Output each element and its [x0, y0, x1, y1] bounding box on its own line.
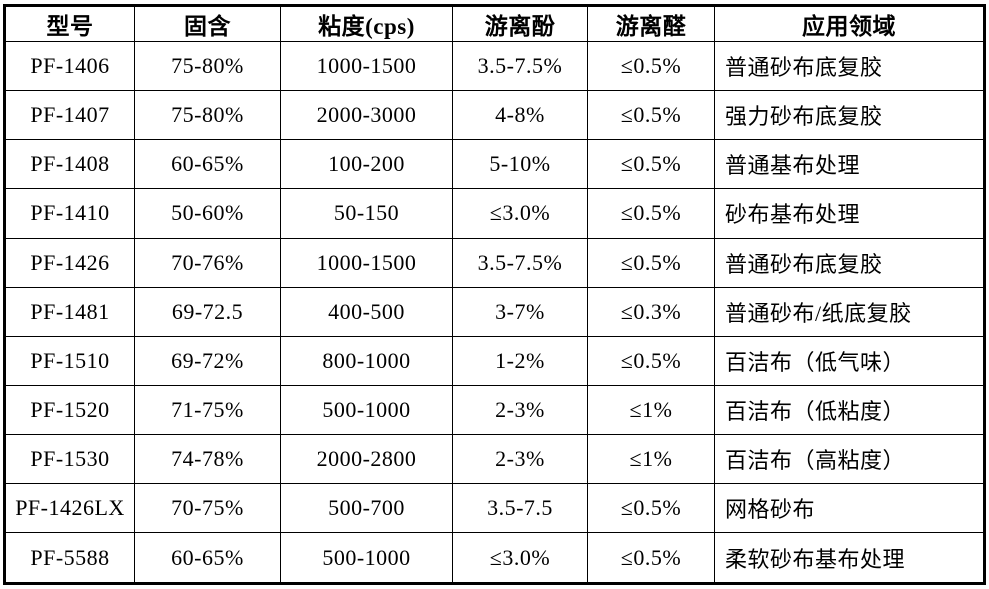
model-cell: PF-1406 — [4, 40, 135, 92]
table-cell: 71-75% — [134, 384, 281, 436]
model-cell: PF-1407 — [4, 90, 135, 141]
column-header-5: 应用领域 — [714, 5, 985, 42]
table-cell: 74-78% — [134, 433, 281, 485]
table-cell: 400-500 — [280, 286, 453, 337]
table-cell: 100-200 — [280, 139, 453, 190]
table-cell: 75-80% — [134, 90, 281, 141]
table-cell: ≤0.3% — [587, 286, 715, 337]
table-cell: 70-76% — [134, 237, 281, 288]
table-cell: ≤1% — [587, 433, 715, 485]
table-cell: ≤0.5% — [587, 40, 715, 92]
model-cell: PF-1426 — [4, 237, 135, 288]
table-cell: ≤0.5% — [587, 483, 715, 534]
header-row: 型号 固含 粘度(cps) 游离酚 游离醛 应用领域 — [4, 5, 985, 42]
table-cell: 3.5-7.5% — [452, 237, 588, 288]
table-cell: 普通砂布底复胶 — [714, 40, 985, 92]
table-cell: 70-75% — [134, 483, 281, 534]
table-cell: 网格砂布 — [714, 483, 985, 534]
table-cell: 普通砂布底复胶 — [714, 237, 985, 288]
table-cell: 2-3% — [452, 433, 588, 485]
table-row: PF-1406 75-80% 1000-1500 3.5-7.5% ≤0.5% 普通砂布底… — [4, 40, 985, 92]
table-cell: ≤0.5% — [587, 335, 715, 386]
table-row: PF-1510 69-72% 800-1000 1-2% ≤0.5% 百洁布（低气味） — [4, 335, 985, 386]
model-cell: PF-1530 — [4, 433, 135, 485]
table-cell: 普通砂布/纸底复胶 — [714, 286, 985, 337]
table-cell: 5-10% — [452, 139, 588, 190]
table-cell: 1000-1500 — [280, 237, 453, 288]
model-cell: PF-1520 — [4, 384, 135, 436]
table-row: PF-1426 70-76% 1000-1500 3.5-7.5% ≤0.5% 普通砂布底… — [4, 237, 985, 288]
table-row: PF-1408 60-65% 100-200 5-10% ≤0.5% 普通基布处理 — [4, 139, 985, 190]
column-header-2: 粘度(cps) — [280, 5, 453, 42]
model-cell: PF-1510 — [4, 335, 135, 386]
table-row: PF-1481 69-72.5 400-500 3-7% ≤0.3% 普通砂布/纸底复胶 — [4, 286, 985, 337]
table-cell: 69-72.5 — [134, 286, 281, 337]
table-cell: ≤0.5% — [587, 532, 715, 584]
table-cell: 砂布基布处理 — [714, 188, 985, 239]
model-cell: PF-1426LX — [4, 483, 135, 534]
table-row: PF-5588 60-65% 500-1000 ≤3.0% ≤0.5% 柔软砂布基布处理 — [4, 532, 985, 584]
column-header-4: 游离醛 — [587, 5, 715, 42]
table-cell: 75-80% — [134, 40, 281, 92]
table-cell: 2000-3000 — [280, 90, 453, 141]
table-row: PF-1426LX 70-75% 500-700 3.5-7.5 ≤0.5% 网格砂布 — [4, 483, 985, 534]
table-cell: 800-1000 — [280, 335, 453, 386]
table-cell: 百洁布（低气味） — [714, 335, 985, 386]
table-cell: 60-65% — [134, 139, 281, 190]
table-row: PF-1407 75-80% 2000-3000 4-8% ≤0.5% 强力砂布底复胶 — [4, 90, 985, 141]
table-cell: 3-7% — [452, 286, 588, 337]
table-cell: 500-1000 — [280, 532, 453, 584]
table-cell: 4-8% — [452, 90, 588, 141]
table-cell: ≤0.5% — [587, 139, 715, 190]
table-row: PF-1520 71-75% 500-1000 2-3% ≤1% 百洁布（低粘度） — [4, 384, 985, 436]
table-cell: 50-150 — [280, 188, 453, 239]
table-cell: 2-3% — [452, 384, 588, 436]
table-cell: 百洁布（低粘度） — [714, 384, 985, 436]
table-cell: 1-2% — [452, 335, 588, 386]
table-row: PF-1530 74-78% 2000-2800 2-3% ≤1% 百洁布（高粘度） — [4, 433, 985, 485]
table-cell: 百洁布（高粘度） — [714, 433, 985, 485]
table-cell: 500-1000 — [280, 384, 453, 436]
column-header-1: 固含 — [134, 5, 281, 42]
product-spec-table: 型号 固含 粘度(cps) 游离酚 游离醛 应用领域 PF-1406 75-80% 1000-… — [3, 4, 986, 585]
table-cell: 500-700 — [280, 483, 453, 534]
table-cell: 柔软砂布基布处理 — [714, 532, 985, 584]
column-header-3: 游离酚 — [452, 5, 588, 42]
table-body: PF-1406 75-80% 1000-1500 3.5-7.5% ≤0.5% 普通砂布底… — [4, 40, 985, 584]
table-row: PF-1410 50-60% 50-150 ≤3.0% ≤0.5% 砂布基布处理 — [4, 188, 985, 239]
model-cell: PF-1481 — [4, 286, 135, 337]
table-cell: 2000-2800 — [280, 433, 453, 485]
table-cell: 1000-1500 — [280, 40, 453, 92]
model-cell: PF-1408 — [4, 139, 135, 190]
table-cell: 69-72% — [134, 335, 281, 386]
table-cell: 普通基布处理 — [714, 139, 985, 190]
table-cell: ≤0.5% — [587, 188, 715, 239]
column-header-0: 型号 — [4, 5, 135, 42]
table-cell: ≤1% — [587, 384, 715, 436]
table-cell: 50-60% — [134, 188, 281, 239]
table-cell: ≤3.0% — [452, 532, 588, 584]
model-cell: PF-1410 — [4, 188, 135, 239]
table-cell: 强力砂布底复胶 — [714, 90, 985, 141]
table-cell: ≤3.0% — [452, 188, 588, 239]
model-cell: PF-5588 — [4, 532, 135, 584]
table-cell: 60-65% — [134, 532, 281, 584]
table-cell: 3.5-7.5 — [452, 483, 588, 534]
table-cell: ≤0.5% — [587, 237, 715, 288]
table-cell: ≤0.5% — [587, 90, 715, 141]
table-cell: 3.5-7.5% — [452, 40, 588, 92]
